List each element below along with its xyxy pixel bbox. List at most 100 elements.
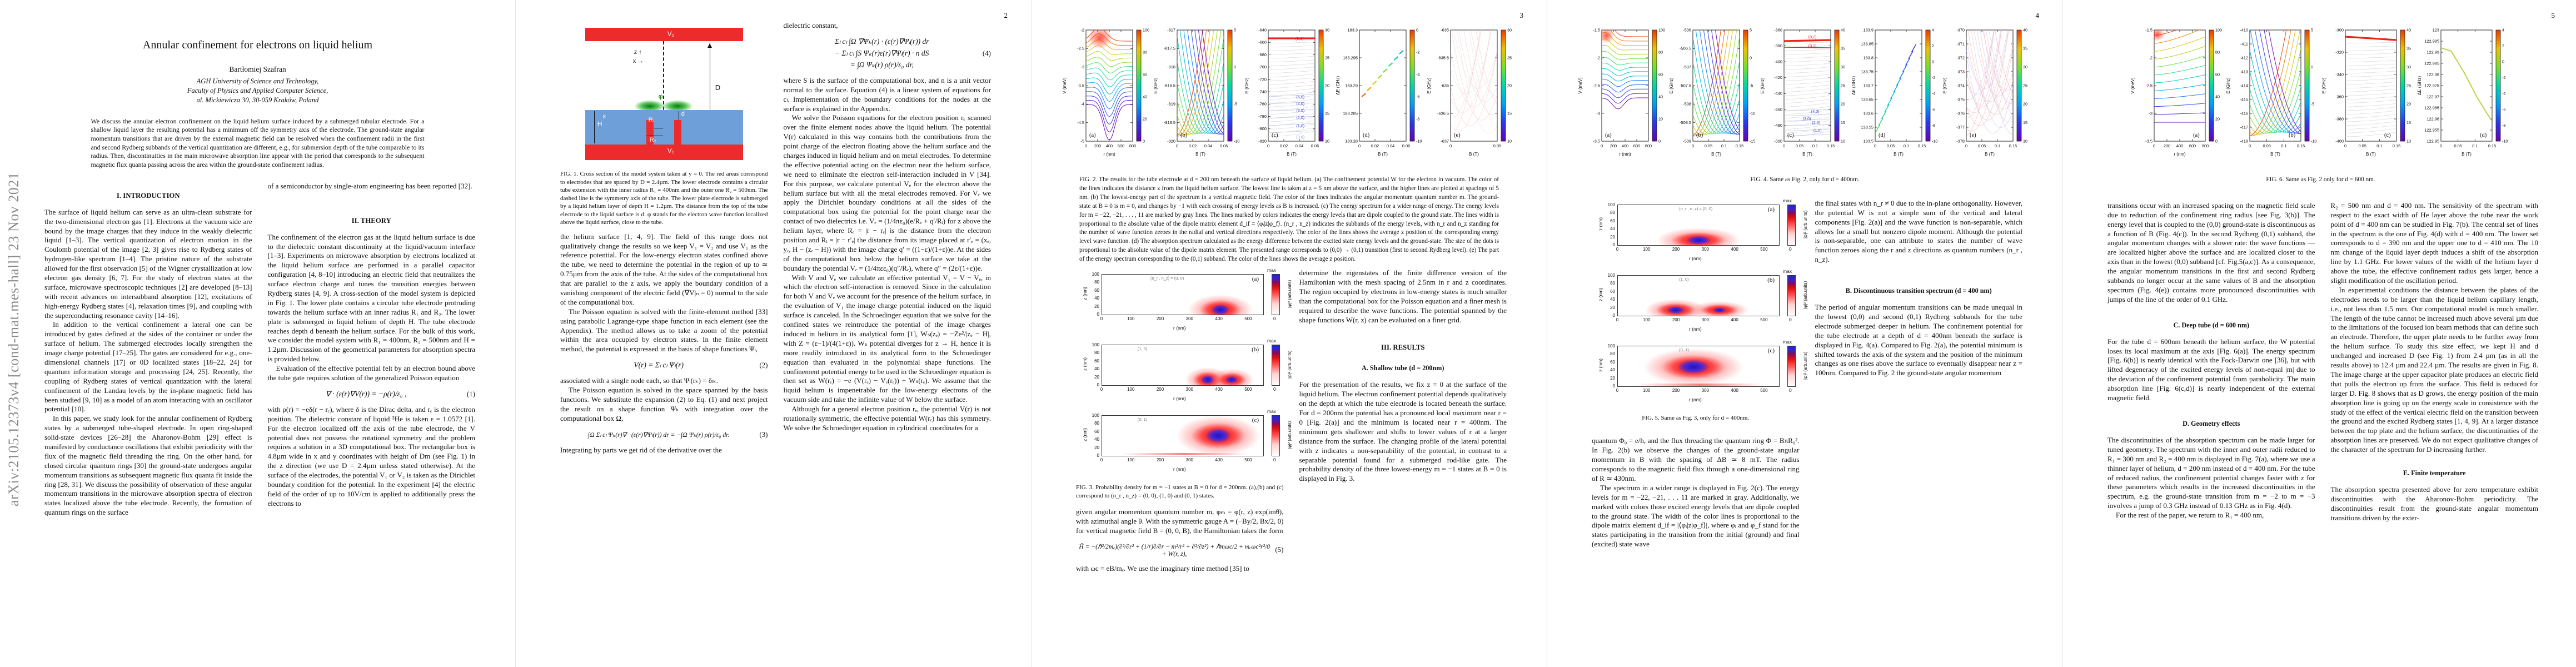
y-tick-label: 80 [1610, 351, 1615, 357]
panel-tag: (c) [1767, 347, 1775, 354]
top-electrode [585, 28, 743, 41]
plot-panel: -637 -636.5 -636 -635.5 -635 0 0.05 E (GHz) B (T… [1427, 27, 1512, 157]
svg-text:-417: -417 [2240, 125, 2248, 130]
svg-text:0: 0 [1750, 55, 1752, 60]
svg-text:0: 0 [1932, 59, 1934, 64]
svg-text:-509: -509 [1683, 138, 1691, 143]
y-tick-label: 20 [1094, 445, 1099, 450]
figure-3-plots: (n_r , n_z) = (0, 0) (a) 0 20 40 60 80 100 0 100 2… [1076, 267, 1292, 480]
x-tick-label: 300 [1185, 457, 1193, 463]
svg-text:20: 20 [1841, 102, 1845, 107]
svg-text:-720: -720 [1258, 77, 1267, 82]
x-tick-label: 0 [1100, 316, 1103, 322]
svg-text:E (GHz): E (GHz) [1942, 77, 1947, 93]
svg-text:80: 80 [1143, 49, 1147, 54]
svg-text:(c): (c) [2384, 132, 2391, 138]
paragraph: dielectric constant, [783, 21, 838, 29]
svg-text:-780: -780 [1258, 114, 1267, 119]
x-tick-label: 300 [1701, 317, 1709, 322]
svg-text:0: 0 [1600, 143, 1602, 148]
page-3: 3 -5 -4.5 -4 -3.5 -3 -2.5 -2 0 200 400 600 800 V (me… [1031, 0, 1547, 667]
svg-text:-700: -700 [1258, 64, 1267, 69]
svg-text:133.55: 133.55 [1861, 125, 1874, 130]
y-axis-label: z (nm) [1082, 357, 1088, 371]
svg-text:0.02: 0.02 [1279, 143, 1287, 148]
equation-number: (1) [466, 389, 475, 398]
x-axis-label: r (nm) [1689, 396, 1702, 402]
figure-4-caption: FIG. 4. Same as Fig. 2, only for d = 400… [1750, 176, 1860, 183]
svg-text:(1,0): (1,0) [1813, 128, 1821, 133]
svg-text:-5: -5 [1750, 83, 1753, 88]
svg-text:-380: -380 [1774, 43, 1782, 48]
svg-text:(a): (a) [1605, 132, 1612, 138]
label-x-axis: x → [632, 58, 644, 64]
y-tick-label: 80 [1094, 350, 1099, 356]
svg-text:800: 800 [2201, 143, 2208, 148]
svg-text:60: 60 [1658, 72, 1663, 77]
svg-text:600: 600 [2189, 143, 2195, 148]
svg-text:-2: -2 [2502, 75, 2505, 80]
svg-text:183.29: 183.29 [1345, 83, 1358, 88]
figure-1-caption: FIG. 1. Cross section of the model syste… [560, 171, 768, 226]
label-epsilon: ε [602, 112, 606, 120]
y-tick-label: 40 [1094, 366, 1099, 372]
bottom-electrode [585, 145, 743, 160]
y-tick-label: 80 [1610, 281, 1615, 286]
x-axis-label: r (nm) [1173, 325, 1186, 331]
svg-text:-371: -371 [1956, 41, 1965, 46]
column-left: transitions occur with an increased spac… [2107, 201, 2315, 523]
equation-body: Ĥ = −(ℏ²/2mₑ)(∂²/∂r² + (1/r)∂/∂r − m²/r²… [1079, 542, 1270, 558]
svg-text:122.985: 122.985 [2424, 61, 2439, 66]
svg-text:-817: -817 [1167, 27, 1175, 32]
plot-panel: -378 -377 -376 -375 -374 -373 -372 -371 -370 0 0.0… [1942, 27, 2027, 157]
svg-text:122.975: 122.975 [2424, 83, 2439, 88]
svg-text:r (nm): r (nm) [2174, 152, 2186, 157]
svg-text:(e): (e) [1970, 132, 1976, 138]
y-axis-label: z (nm) [1598, 217, 1603, 231]
svg-text:-360: -360 [2335, 94, 2344, 99]
svg-text:200: 200 [1094, 143, 1100, 148]
svg-text:-2: -2 [1416, 49, 1419, 54]
paragraph: For the presentation of the results, we … [1299, 380, 1507, 483]
paragraph: For the tube d = 600nm beneath the heliu… [2107, 337, 2315, 402]
y-axis-label: z (nm) [1598, 287, 1603, 301]
colorbar [1272, 345, 1280, 386]
svg-text:-375: -375 [1956, 97, 1965, 102]
svg-text:800: 800 [1129, 143, 1135, 148]
figure-5-plots: (n_r , n_z) = (0, 0) (a) 0 20 40 60 80 100 0 100 2… [1592, 198, 1808, 411]
svg-text:0.05: 0.05 [2454, 143, 2462, 148]
colorbar [1787, 345, 1796, 387]
svg-text:122.97: 122.97 [2426, 94, 2439, 99]
paragraph: In this paper, we study look for the ann… [44, 414, 252, 517]
svg-text:-372: -372 [1956, 55, 1965, 60]
density-core [1677, 360, 1710, 375]
subsection-heading-e: E. Finite temperature [2403, 469, 2466, 477]
density-streak [1637, 383, 1763, 386]
svg-text:0.04: 0.04 [1295, 143, 1303, 148]
svg-text:-440: -440 [1774, 91, 1782, 96]
svg-text:V (meV): V (meV) [1062, 77, 1067, 94]
svg-text:-10: -10 [2502, 138, 2508, 143]
svg-text:5: 5 [1750, 27, 1752, 32]
heatmap-panel: (n_r , n_z) = (0, 0) (a) 0 20 40 60 80 100 0 100 2… [1592, 198, 1808, 270]
wavefunction-blob [661, 100, 693, 112]
y-tick-label: 20 [1094, 374, 1099, 380]
page-number: 3 [1519, 11, 1524, 19]
svg-text:40: 40 [2406, 27, 2411, 32]
colorbar-max-label: max [1267, 338, 1277, 344]
svg-text:(0,2): (0,2) [1808, 34, 1816, 39]
svg-text:35: 35 [1841, 46, 1845, 51]
panel-tag: (a) [1252, 276, 1259, 283]
svg-text:122.965: 122.965 [2424, 105, 2439, 110]
column-right: R₂ = 500 nm and d = 400 nm. The sensitiv… [2331, 201, 2539, 523]
x-tick-label: 100 [1127, 387, 1135, 392]
y-tick-label: 20 [1610, 375, 1615, 381]
x-tick-label: 200 [1156, 387, 1164, 392]
affiliation-line: AGH University of Science and Technology… [196, 77, 319, 85]
plot-panel: -400 -380 -360 -340 -320 -300 0 0.05 0.1 0.15 E (G… [2321, 27, 2411, 157]
svg-text:(a): (a) [2193, 132, 2200, 138]
colorbar-zero-label: 0 [1789, 387, 1792, 393]
state-label: (n_r , n_z) = (0, 0) [1679, 206, 1713, 211]
